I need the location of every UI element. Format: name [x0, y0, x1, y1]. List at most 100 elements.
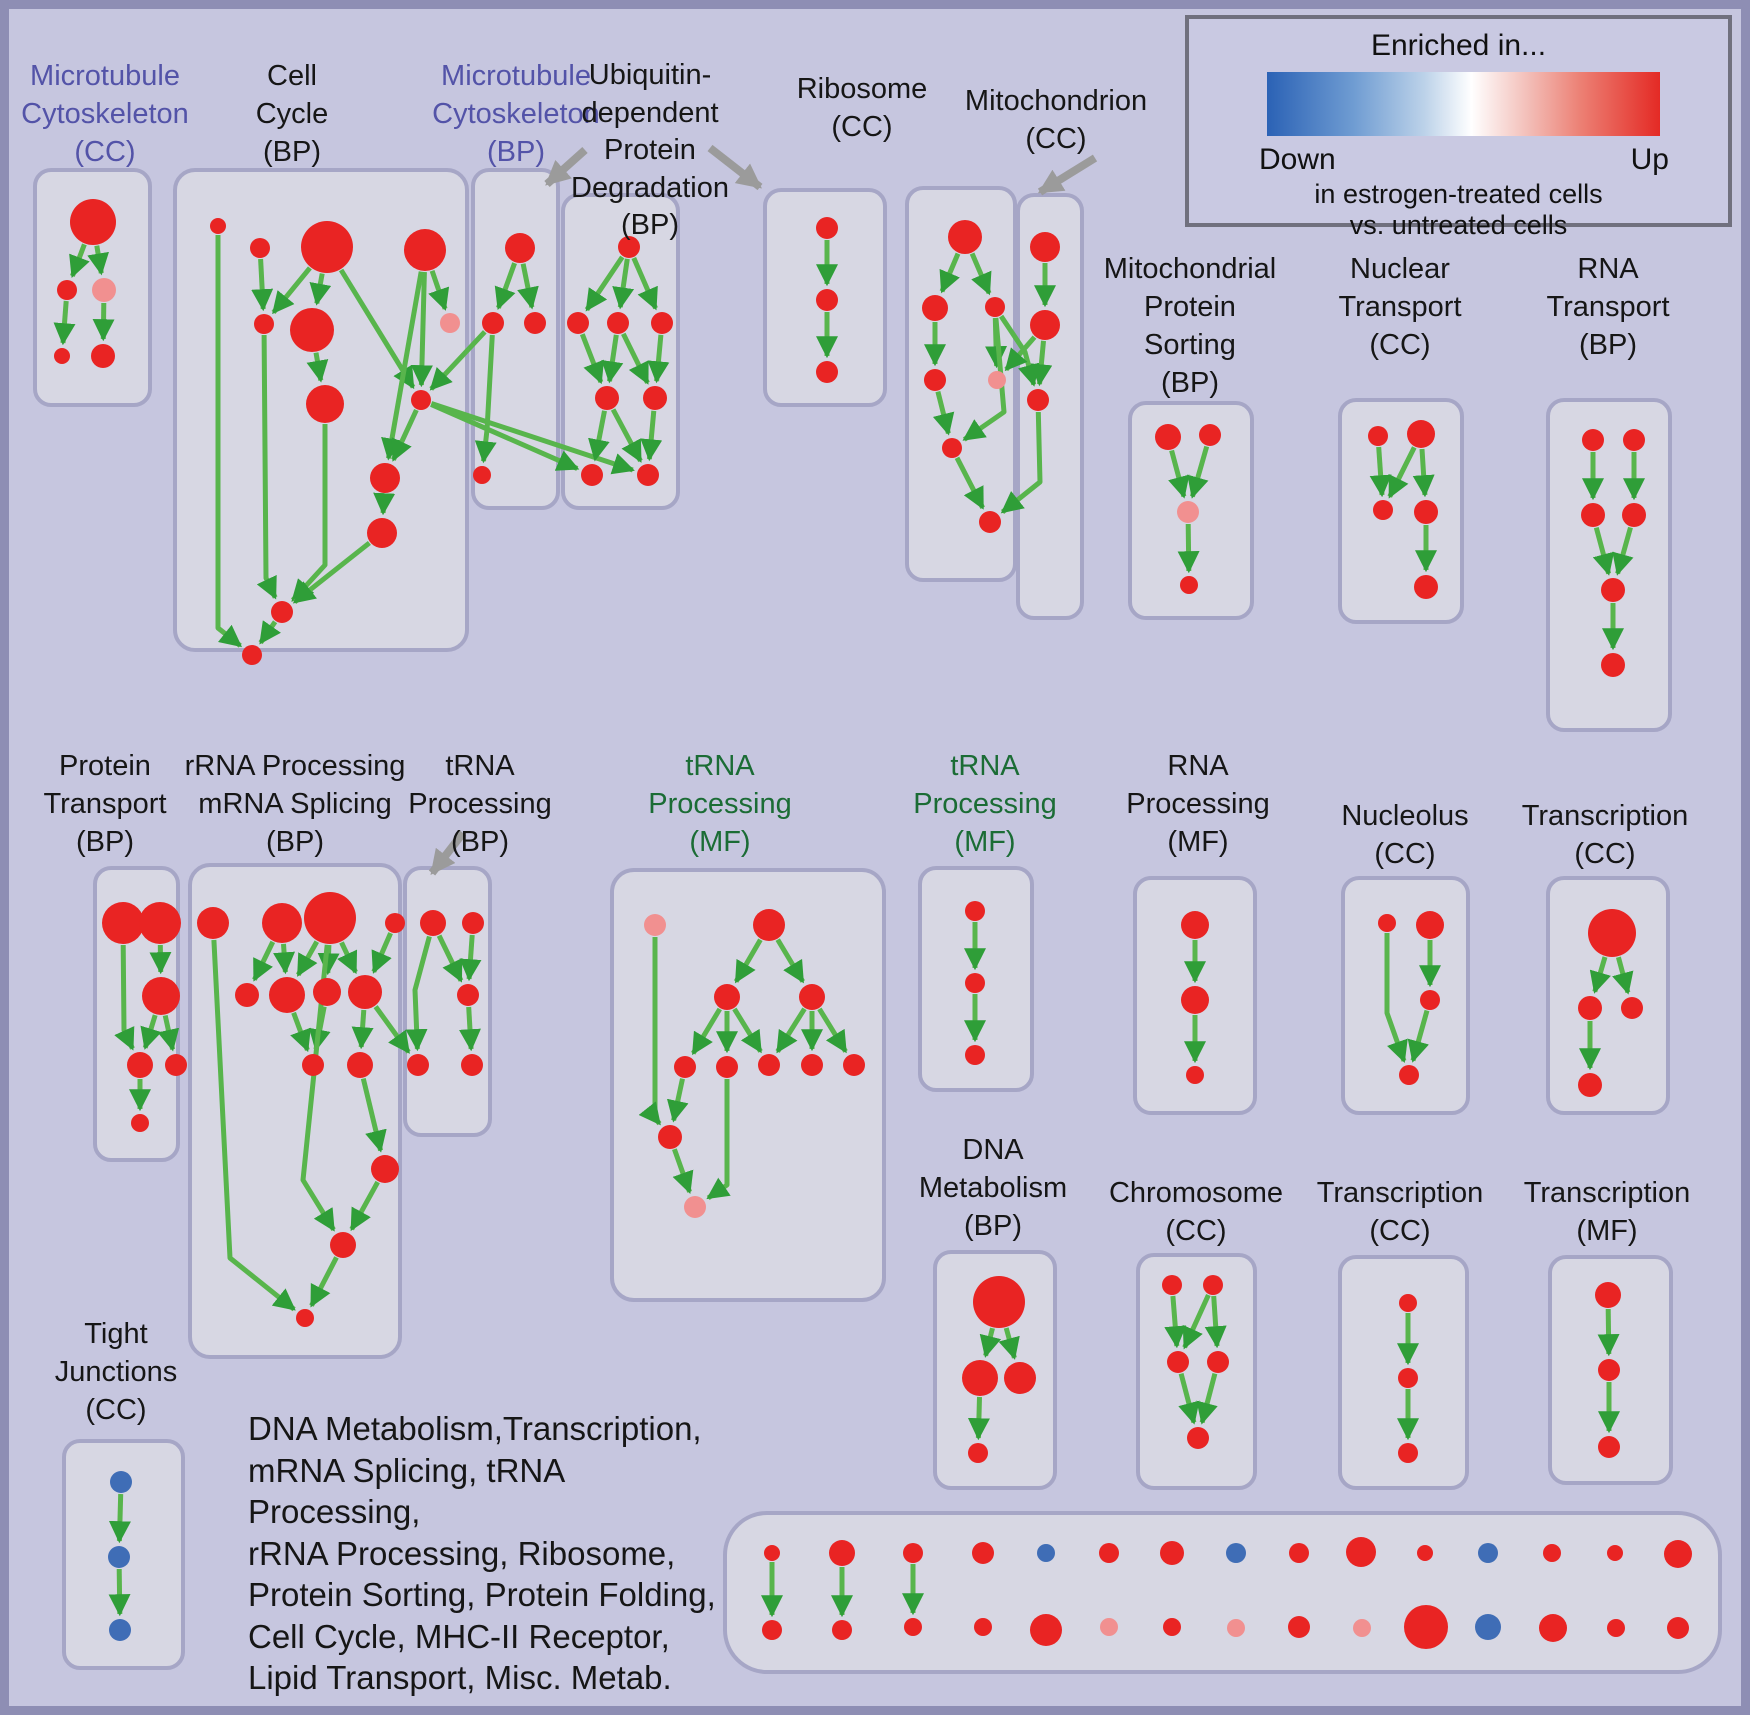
- go-term-node: [1407, 420, 1435, 448]
- edge-nucleolus-cc: [1384, 933, 1408, 1063]
- go-term-node: [1601, 653, 1625, 677]
- go-term-node: [716, 1056, 738, 1078]
- go-term-node: [1226, 1543, 1246, 1563]
- go-term-node: [962, 1360, 998, 1396]
- go-term-node: [762, 1620, 782, 1640]
- go-term-node: [829, 1540, 855, 1566]
- go-term-node: [581, 464, 603, 486]
- legend-down-label: Down: [1259, 143, 1336, 176]
- go-term-node: [109, 1619, 131, 1641]
- edge-cell-cycle-bp: [338, 268, 416, 390]
- go-term-node: [1578, 1073, 1602, 1097]
- go-term-node: [1199, 424, 1221, 446]
- pointer-to-microtubule-bp-box: [544, 147, 588, 187]
- go-term-node: [832, 1620, 852, 1640]
- edge-ribosome-cc: [932, 390, 955, 436]
- group-label-rrna-processing-mrna-splicing-bp: rRNA Processing mRNA Splicing (BP): [184, 750, 406, 858]
- go-term-node: [290, 308, 334, 352]
- go-term-node: [92, 278, 116, 302]
- edge-nuclear-transport-cc: [1369, 446, 1392, 498]
- go-term-node: [1167, 1351, 1189, 1373]
- edge-protein-transport-bp: [114, 944, 135, 1051]
- go-term-node: [1030, 310, 1060, 340]
- group-box-chromosome-cc: [1136, 1253, 1257, 1490]
- go-term-node: [57, 280, 77, 300]
- go-term-node: [1398, 1443, 1418, 1463]
- edge-trna-processing-mf-large: [733, 938, 763, 984]
- edge-rna-transport-bp: [1592, 526, 1615, 576]
- go-term-node: [1368, 426, 1388, 446]
- edge-ribosome-cc: [954, 456, 985, 510]
- edge-ubiquitin-dependent-protein-degradation-bp: [647, 334, 670, 384]
- go-term-node: [922, 295, 948, 321]
- group-label-transcription-cc-lower: Transcription (CC): [1316, 1177, 1484, 1247]
- edge-cell-cycle-bp: [391, 408, 419, 462]
- edge-chromosome-cc: [1204, 1295, 1227, 1349]
- go-term-node: [1030, 232, 1060, 262]
- edge-trna-processing-mf-large: [775, 938, 805, 984]
- go-term-node: [684, 1196, 706, 1218]
- go-term-node: [1030, 1614, 1062, 1646]
- edge-trna-processing-mf-large: [732, 1007, 763, 1054]
- go-term-node: [108, 1546, 130, 1568]
- group-label-nucleolus-cc: Nucleolus (CC): [1341, 800, 1469, 870]
- go-term-node: [301, 221, 353, 273]
- edge-ubiquitin-dependent-protein-degradation-bp: [621, 332, 650, 385]
- edge-ribosome-cc: [939, 252, 961, 294]
- go-term-node: [974, 1618, 992, 1636]
- go-term-node: [1416, 911, 1444, 939]
- go-term-node: [1399, 1065, 1419, 1085]
- go-term-node: [658, 1125, 682, 1149]
- group-label-trna-processing-bp: tRNA Processing (BP): [408, 750, 552, 858]
- edge-mitochondrial-protein-sorting-bp: [1187, 445, 1210, 499]
- edge-nuclear-transport-cc: [1387, 446, 1417, 499]
- go-term-node: [348, 975, 382, 1009]
- go-term-node: [973, 1276, 1025, 1328]
- edge-trna-processing-mf-large: [817, 1007, 848, 1054]
- edge-rrna-processing-mrna-splicing-bp: [273, 943, 296, 975]
- go-term-node: [979, 511, 1001, 533]
- group-label-mitochondrial-protein-sorting-bp: Mitochondrial Protein Sorting (BP): [1103, 253, 1277, 399]
- go-term-node: [948, 220, 982, 254]
- edge-rrna-processing-mrna-splicing-bp: [337, 941, 358, 975]
- edge-cell-cycle-bp: [428, 269, 450, 311]
- go-term-node: [1181, 986, 1209, 1014]
- go-term-node: [1414, 575, 1438, 599]
- edge-microtubule-cytoskeleton-bp: [494, 262, 517, 310]
- edge-tight-junctions-cc: [108, 1568, 131, 1617]
- go-term-node: [965, 901, 985, 921]
- edge-cell-cycle-bp: [410, 271, 433, 388]
- go-term-node: [567, 312, 589, 334]
- edge-rrna-processing-mrna-splicing-bp: [296, 940, 319, 977]
- edge-rrna-processing-mrna-splicing-bp: [351, 1009, 374, 1050]
- group-box-nuclear-transport-cc: [1338, 398, 1464, 624]
- go-term-node: [1414, 500, 1438, 524]
- go-term-node: [313, 978, 341, 1006]
- edge-trna-processing-mf-large: [638, 937, 662, 1126]
- go-term-node: [1162, 1275, 1182, 1295]
- cross-edge: [1004, 335, 1037, 372]
- go-term-node: [1163, 1618, 1181, 1636]
- go-term-node: [54, 348, 70, 364]
- go-term-node: [801, 1054, 823, 1076]
- go-term-node: [505, 233, 535, 263]
- cross-edge: [1000, 411, 1043, 514]
- go-term-node: [1622, 503, 1646, 527]
- go-term-node: [139, 902, 181, 944]
- group-box-ubiquitin-dependent-protein-degradation-bp: [561, 193, 680, 510]
- edge-nuclear-transport-cc: [1412, 448, 1435, 498]
- pointer-to-trna-processing-bp-box: [428, 830, 467, 876]
- go-term-node: [404, 229, 446, 271]
- edge-microtubule-cytoskeleton-cc: [69, 243, 90, 279]
- go-term-node: [1004, 1362, 1036, 1394]
- edge-chromosome-cc: [1196, 1372, 1218, 1425]
- edge-cell-cycle-bp: [258, 620, 281, 645]
- group-label-ubiquitin-degradation-bp: Ubiquitin- dependent Protein Degradation…: [571, 59, 729, 241]
- go-term-node: [714, 984, 740, 1010]
- go-term-node: [296, 1309, 314, 1327]
- edge-trna-processing-mf-large: [666, 1078, 689, 1123]
- go-term-node: [1177, 501, 1199, 523]
- edge-chromosome-cc: [1164, 1295, 1187, 1349]
- go-term-node: [1595, 1282, 1621, 1308]
- edge-chromosome-cc: [1178, 1372, 1200, 1425]
